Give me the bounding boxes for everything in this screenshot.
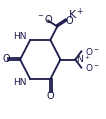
- Text: N$^+$: N$^+$: [76, 54, 91, 65]
- Text: O$^-$: O$^-$: [85, 46, 100, 57]
- Text: O: O: [66, 16, 73, 26]
- Text: HN: HN: [13, 78, 26, 87]
- Text: HN: HN: [13, 32, 26, 41]
- Text: O: O: [2, 55, 10, 64]
- Text: $^-$O: $^-$O: [36, 13, 54, 25]
- Text: O: O: [47, 91, 54, 101]
- Text: K$^+$: K$^+$: [68, 7, 85, 22]
- Text: O$^-$: O$^-$: [85, 62, 100, 73]
